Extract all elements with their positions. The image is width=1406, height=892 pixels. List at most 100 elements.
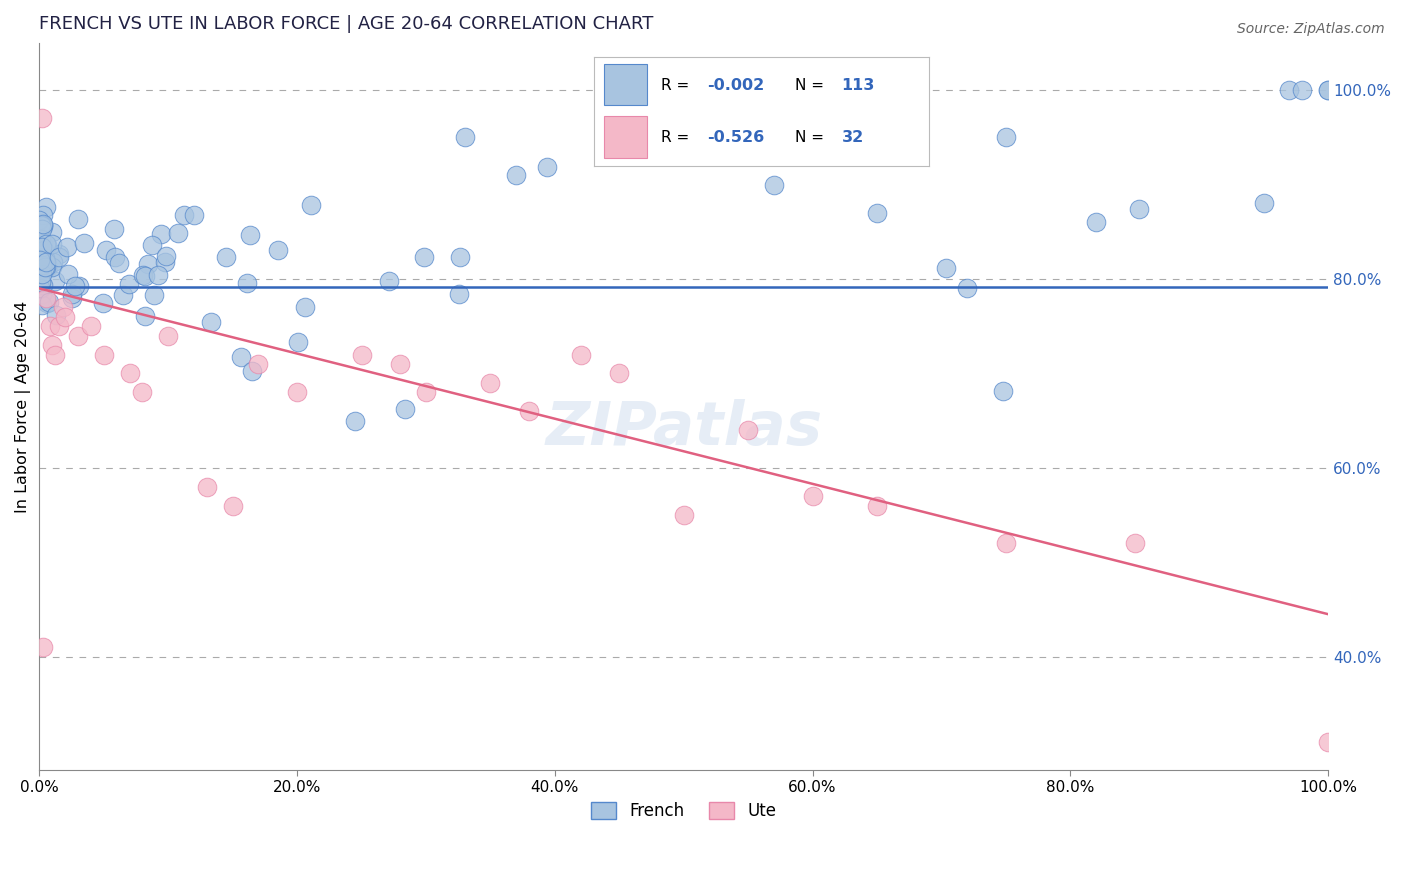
Point — [200, 314, 222, 328]
Point — [38, 295, 60, 310]
Point — [30, 261, 52, 276]
Point — [479, 376, 502, 390]
Y-axis label: In Labor Force | Age 20-64: In Labor Force | Age 20-64 — [15, 301, 31, 513]
Point — [34, 251, 56, 265]
Point — [38, 319, 60, 334]
Point — [53, 310, 76, 324]
Point — [672, 508, 695, 522]
Point — [28, 213, 51, 227]
Point — [48, 246, 70, 260]
Point — [35, 237, 58, 252]
Point — [141, 238, 163, 252]
Point — [737, 423, 759, 437]
Point — [285, 385, 308, 400]
Point — [801, 489, 824, 503]
Point — [221, 499, 243, 513]
Point — [229, 350, 252, 364]
Point — [31, 217, 53, 231]
Point — [32, 277, 55, 292]
Point — [48, 319, 70, 334]
Point — [42, 255, 65, 269]
Point — [31, 298, 53, 312]
Point — [762, 178, 785, 192]
Point — [134, 309, 156, 323]
Point — [48, 250, 70, 264]
Point — [108, 256, 131, 270]
Point — [31, 258, 53, 272]
Point — [94, 243, 117, 257]
Point — [34, 260, 56, 274]
Point — [60, 291, 83, 305]
Point — [344, 414, 367, 428]
Point — [104, 250, 127, 264]
Point — [142, 288, 165, 302]
Point — [93, 295, 115, 310]
Point — [31, 244, 53, 258]
Point — [56, 240, 79, 254]
Legend: French, Ute: French, Ute — [583, 796, 783, 827]
Point — [1085, 215, 1108, 229]
Point — [32, 244, 55, 258]
Point — [1123, 536, 1146, 550]
Point — [447, 286, 470, 301]
Point — [453, 130, 475, 145]
Point — [247, 357, 270, 371]
Point — [394, 402, 416, 417]
Point — [93, 347, 115, 361]
Point — [31, 258, 53, 272]
Point — [287, 335, 309, 350]
Point — [155, 254, 177, 268]
Point — [413, 250, 436, 264]
Point — [31, 245, 53, 260]
Point — [672, 149, 695, 163]
Point — [103, 222, 125, 236]
Point — [28, 247, 51, 261]
Point — [111, 288, 134, 302]
Point — [993, 384, 1015, 398]
Point — [157, 328, 180, 343]
Point — [66, 328, 89, 343]
Point — [350, 347, 373, 361]
Point — [378, 274, 401, 288]
Point — [935, 260, 957, 275]
Point — [56, 267, 79, 281]
Point — [569, 347, 592, 361]
Point — [536, 160, 558, 174]
Text: FRENCH VS UTE IN LABOR FORCE | AGE 20-64 CORRELATION CHART: FRENCH VS UTE IN LABOR FORCE | AGE 20-64… — [39, 15, 654, 33]
Point — [30, 232, 52, 246]
Point — [517, 404, 540, 418]
Point — [267, 244, 290, 258]
Point — [30, 253, 52, 268]
Point — [31, 258, 53, 272]
Point — [35, 260, 58, 274]
Point — [32, 265, 55, 279]
Point — [45, 308, 67, 322]
Point — [32, 262, 55, 277]
Point — [132, 268, 155, 282]
Point — [37, 295, 59, 310]
Point — [183, 208, 205, 222]
Point — [31, 287, 53, 301]
Point — [866, 206, 889, 220]
Point — [41, 260, 63, 275]
Point — [30, 275, 52, 289]
Point — [32, 218, 55, 232]
Point — [44, 347, 66, 361]
Point — [1253, 196, 1275, 211]
Point — [30, 281, 52, 295]
Point — [28, 281, 51, 295]
Point — [30, 251, 52, 265]
Point — [32, 247, 55, 261]
Point — [1278, 83, 1301, 97]
Point — [389, 357, 412, 371]
Point — [41, 225, 63, 239]
Point — [28, 241, 51, 255]
Point — [235, 276, 257, 290]
Point — [195, 480, 218, 494]
Point — [30, 218, 52, 232]
Point — [136, 257, 159, 271]
Point — [956, 281, 979, 295]
Point — [73, 236, 96, 251]
Point — [994, 130, 1017, 145]
Text: ZIPatlas: ZIPatlas — [546, 399, 823, 458]
